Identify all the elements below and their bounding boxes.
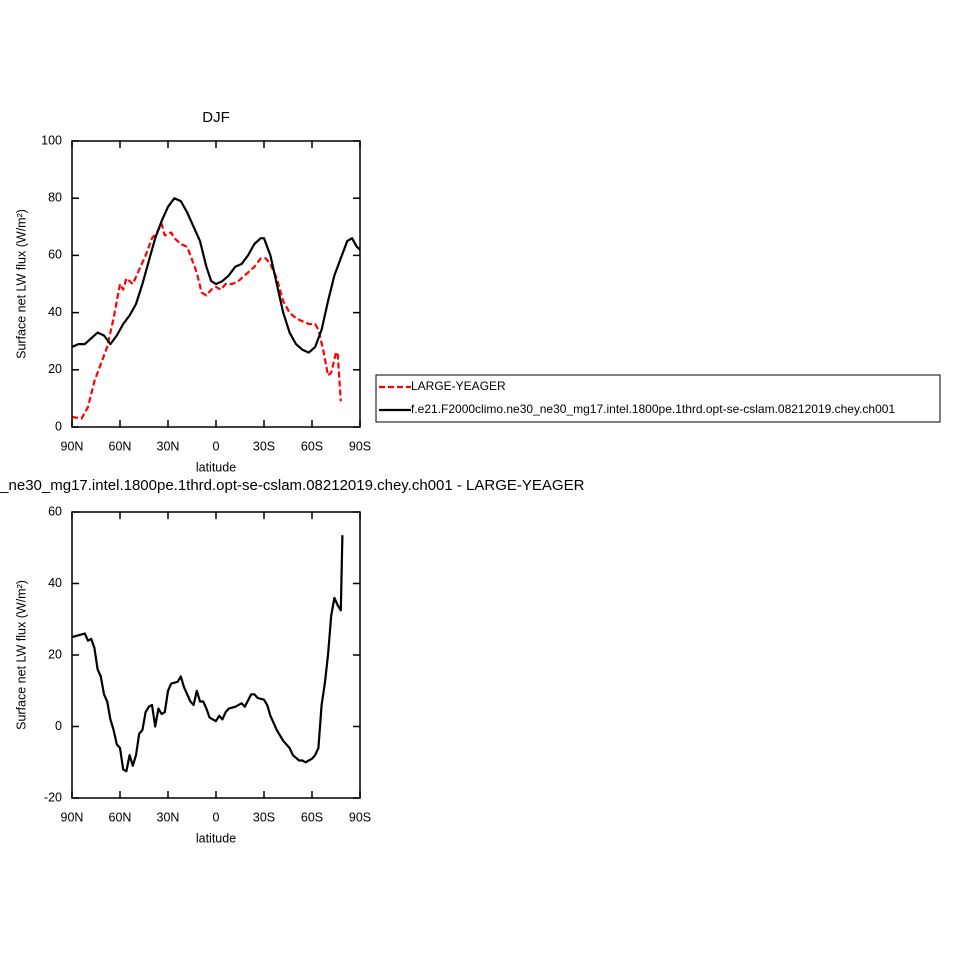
x-tick-label: 60N: [109, 439, 132, 453]
y-tick-label: 60: [48, 248, 62, 262]
x-axis-label: latitude: [196, 831, 236, 845]
x-axis-label: latitude: [196, 460, 236, 474]
y-axis-label: Surface net LW flux (W/m²): [14, 209, 28, 359]
x-tick-label: 60S: [301, 439, 323, 453]
y-axis-label: Surface net LW flux (W/m²): [14, 580, 28, 730]
legend-box: [375, 374, 941, 423]
x-tick-label: 60N: [109, 810, 132, 824]
y-tick-label: 40: [48, 576, 62, 590]
plot-frame: [71, 140, 361, 428]
data-line: [71, 222, 342, 420]
x-tick-label: 0: [213, 439, 220, 453]
y-tick-label: 20: [48, 362, 62, 376]
y-tick-label: 60: [48, 504, 62, 518]
chart-title: DJF: [202, 109, 230, 126]
x-tick-label: 30S: [253, 810, 275, 824]
x-tick-label: 90N: [61, 439, 84, 453]
x-tick-label: 30N: [157, 810, 180, 824]
y-tick-label: 100: [41, 133, 62, 147]
data-line: [71, 535, 344, 773]
y-tick-label: 40: [48, 305, 62, 319]
x-tick-label: 0: [213, 810, 220, 824]
y-tick-label: 0: [55, 719, 62, 733]
y-tick-label: 80: [48, 190, 62, 204]
data-line: [71, 197, 361, 354]
legend-label: LARGE-YEAGER: [411, 379, 506, 393]
legend-label: f.e21.F2000climo.ne30_ne30_mg17.intel.18…: [411, 402, 895, 416]
y-tick-label: -20: [44, 790, 62, 804]
x-tick-label: 30N: [157, 439, 180, 453]
chart-title: f.e21.F2000climo.ne30_ne30_mg17.intel.18…: [0, 477, 585, 494]
x-tick-label: 60S: [301, 810, 323, 824]
x-tick-label: 90S: [349, 439, 371, 453]
x-tick-label: 90N: [61, 810, 84, 824]
y-tick-label: 20: [48, 647, 62, 661]
x-tick-label: 90S: [349, 810, 371, 824]
plot-frame: [71, 511, 361, 799]
x-tick-label: 30S: [253, 439, 275, 453]
y-tick-label: 0: [55, 419, 62, 433]
